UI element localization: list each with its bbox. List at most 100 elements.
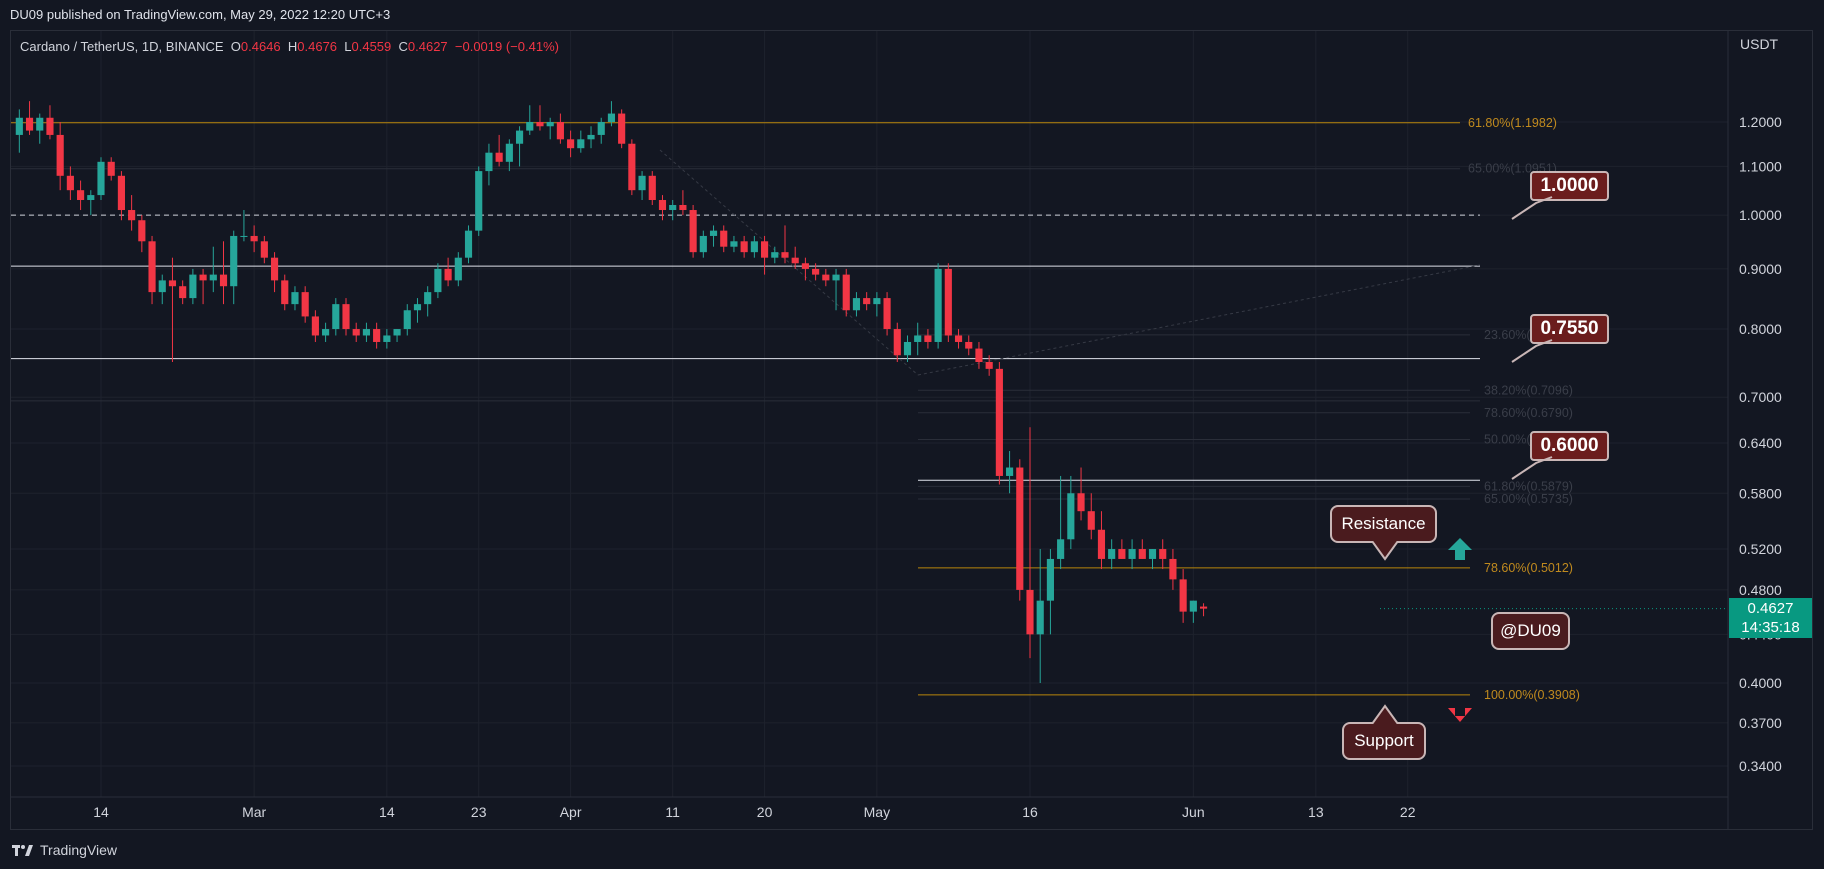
candle <box>342 298 350 336</box>
candle <box>587 126 595 149</box>
candle-body <box>1148 549 1157 559</box>
candle <box>526 105 534 135</box>
candle <box>1036 549 1044 684</box>
candle <box>1138 539 1146 559</box>
published-text: DU09 published on TradingView.com, May 2… <box>10 7 391 22</box>
candle <box>995 362 1003 485</box>
candle <box>383 329 391 349</box>
candle-body <box>260 241 268 258</box>
candle <box>914 322 922 356</box>
price-axis[interactable]: 1.2000 1.1000 1.0000 0.9000 0.8000 0.7000 0.64… <box>1727 31 1782 829</box>
candle-body <box>934 268 942 342</box>
candle <box>117 171 125 221</box>
chart-frame[interactable] <box>10 30 1813 830</box>
candle-body <box>760 241 769 258</box>
candle-body <box>413 304 422 311</box>
low-value: 0.4559 <box>351 39 392 54</box>
candle-body <box>25 117 34 131</box>
symbol-name[interactable]: Cardano / TetherUS, 1D, BINANCE <box>20 39 224 54</box>
candle-body <box>189 274 197 299</box>
candle-body <box>556 122 564 140</box>
candle-body <box>373 329 381 342</box>
time-tick-label: Jun <box>1182 804 1205 820</box>
candle-body <box>730 241 738 247</box>
bar-countdown: 14:35:18 <box>1741 619 1800 636</box>
candle-body <box>750 241 758 253</box>
callout-2-pointer <box>1511 339 1553 363</box>
time-tick-label: 11 <box>665 804 680 820</box>
candle-body <box>720 230 728 247</box>
candle-body <box>117 175 125 211</box>
candle-body <box>46 117 54 135</box>
candle-body <box>1067 493 1075 540</box>
candle <box>740 235 748 258</box>
candle-body <box>77 190 85 201</box>
candle <box>546 117 554 140</box>
candle <box>954 329 963 349</box>
price-tick-label: 0.3700 <box>1739 715 1782 731</box>
candle <box>832 268 840 311</box>
time-tick-label: 16 <box>1022 804 1038 820</box>
candle <box>138 215 146 253</box>
candle-body <box>475 171 483 231</box>
candle-body <box>342 304 350 330</box>
candle-body <box>740 241 748 253</box>
candle-body <box>1077 493 1085 512</box>
candle <box>903 335 912 363</box>
fib-label: 78.60%(0.5012) <box>1484 561 1573 575</box>
candle-body <box>985 362 993 369</box>
candle <box>648 171 656 205</box>
candle <box>1016 459 1024 601</box>
candle <box>607 101 616 127</box>
candle <box>822 268 830 287</box>
candle <box>1108 539 1116 570</box>
candle-body <box>975 348 983 363</box>
candle-body <box>709 230 718 236</box>
candle <box>1026 427 1034 659</box>
candle-body <box>801 263 809 269</box>
candle <box>658 195 667 221</box>
candle <box>475 166 483 236</box>
candle-body <box>383 335 391 342</box>
candle-body <box>1189 600 1197 612</box>
candle <box>924 329 932 349</box>
candle-body <box>852 298 861 311</box>
candle <box>25 101 34 135</box>
candle <box>944 263 952 342</box>
candle <box>1189 600 1197 623</box>
candle <box>66 166 74 201</box>
candle-body <box>301 292 309 317</box>
time-tick-label: 14 <box>93 804 109 820</box>
candle-body <box>914 335 922 342</box>
candle <box>87 190 95 216</box>
candle-body <box>628 143 636 191</box>
candle <box>597 117 605 144</box>
candle <box>985 355 993 376</box>
tradingview-brand: TradingView <box>40 842 118 858</box>
candle-body <box>128 210 136 221</box>
price-tick-label: 0.8000 <box>1739 321 1782 337</box>
candle-body <box>434 268 442 293</box>
candle-body <box>903 341 912 356</box>
currency-label[interactable]: USDT <box>1740 36 1779 52</box>
candle-body <box>669 204 677 211</box>
time-axis[interactable]: 14 Mar 14 23 Apr 11 20 May 16 Jun 13 22 <box>11 796 1728 820</box>
change-value: −0.0019 (−0.41%) <box>454 39 559 54</box>
candle-body <box>138 220 146 242</box>
candle <box>1128 539 1136 570</box>
candle-body <box>924 335 932 342</box>
candle <box>709 225 718 247</box>
down-arrow-icon <box>1448 708 1472 722</box>
candle-body <box>1138 549 1146 559</box>
candle-body <box>332 304 340 330</box>
candle <box>720 225 728 253</box>
high-label: H <box>287 39 298 54</box>
candle <box>199 268 207 305</box>
horizontal-levels <box>11 149 1728 610</box>
candle <box>1169 549 1177 590</box>
tradingview-logo[interactable]: TradingView <box>12 842 117 858</box>
candle-body <box>311 316 319 336</box>
candle <box>852 292 861 317</box>
candle <box>873 292 881 317</box>
